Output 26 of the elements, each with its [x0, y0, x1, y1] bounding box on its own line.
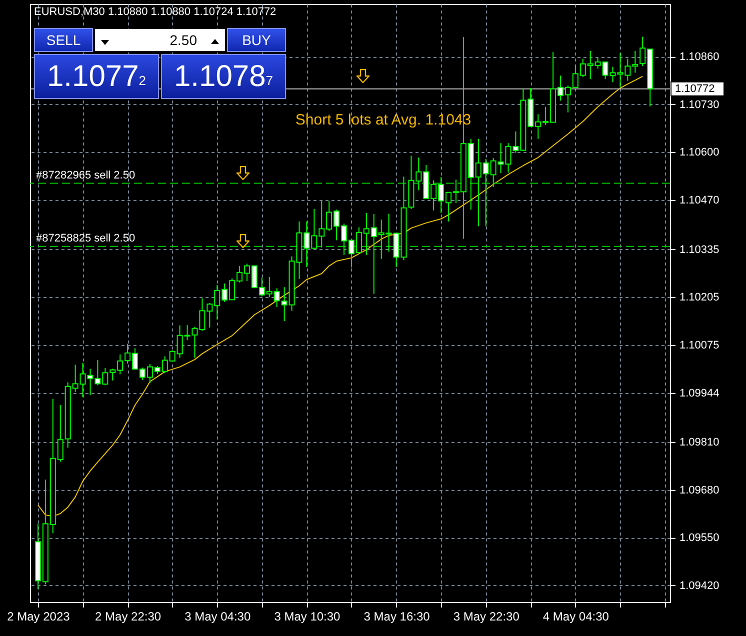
ref-line-label: 1.10772	[675, 82, 715, 95]
annotation: SELL	[34, 28, 93, 52]
y-tick-label: 1.10470	[680, 194, 720, 206]
y-tick-label: 1.09810	[680, 436, 720, 449]
x-tick-label: 2 May 22:30	[95, 610, 162, 624]
x-tick-label: 4 May 04:30	[542, 610, 610, 624]
x-tick-label: 3 May 10:30	[274, 610, 341, 624]
ref-line-label: #87282965 sell 2.50	[36, 169, 136, 182]
y-tick-label: 1.10730	[680, 98, 720, 111]
y-tick-label: 1.09550	[680, 532, 720, 544]
number-field: 2.50	[95, 29, 225, 51]
x-tick-label: 3 May 16:30	[364, 610, 430, 624]
y-tick-label: 1.10860	[680, 51, 720, 64]
y-tick-label: 1.09420	[680, 580, 720, 592]
y-tick-label: 1.10075	[680, 339, 720, 352]
y-tick-label: 1.10205	[680, 292, 720, 304]
y-tick-label: 1.10600	[680, 146, 720, 159]
annotation: BUY	[227, 28, 286, 52]
y-tick-label: 1.09944	[680, 387, 720, 400]
y-tick-label: 1.10335	[680, 244, 720, 256]
ref-line-label: #87258825 sell 2.50	[36, 232, 136, 244]
chart-title: EURUSD,M30 1.10880 1.10880 1.10724 1.10772	[34, 6, 276, 18]
y-tick-label: 1.09680	[680, 484, 720, 496]
x-tick-label: 3 May 22:30	[453, 610, 520, 624]
x-tick-label: 2 May 2023	[7, 610, 70, 624]
x-tick-label: 3 May 04:30	[184, 610, 251, 624]
